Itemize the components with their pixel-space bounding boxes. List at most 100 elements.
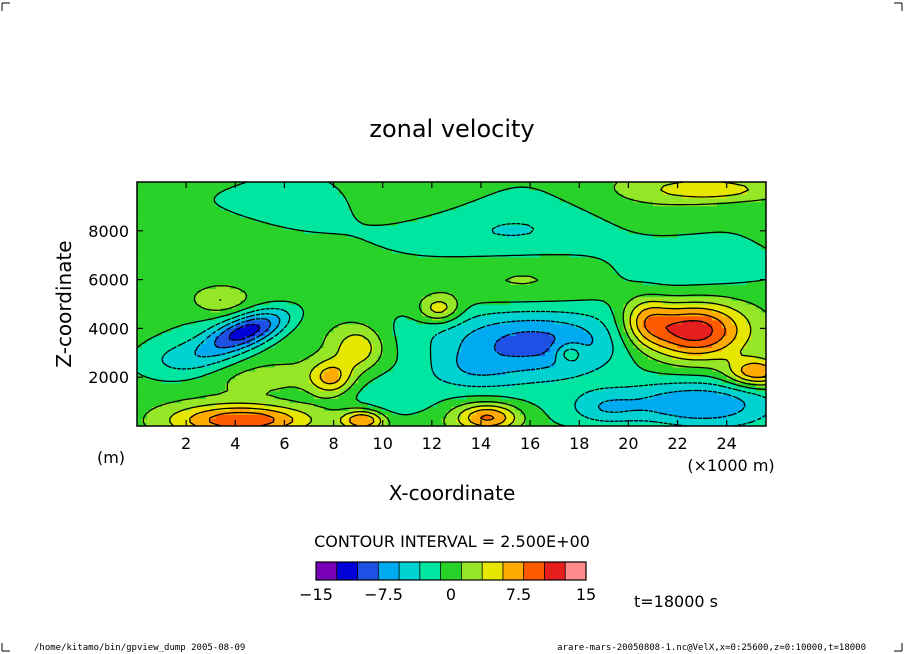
field-cell bbox=[456, 288, 462, 293]
field-cell bbox=[682, 402, 688, 407]
field-cell bbox=[751, 307, 757, 313]
field-cell bbox=[436, 280, 443, 285]
field-cell bbox=[151, 418, 158, 423]
field-cell bbox=[751, 284, 757, 289]
field-cell bbox=[476, 343, 482, 348]
field-cell bbox=[146, 339, 153, 344]
field-cell bbox=[451, 272, 458, 278]
field-cell bbox=[171, 414, 177, 419]
field-cell bbox=[392, 366, 399, 372]
field-cell bbox=[289, 347, 295, 352]
field-cell bbox=[677, 347, 684, 352]
field-cell bbox=[382, 410, 389, 415]
field-cell bbox=[358, 276, 364, 281]
field-cell bbox=[225, 315, 231, 321]
field-cell bbox=[461, 304, 467, 309]
field-cell bbox=[525, 276, 531, 281]
field-cell bbox=[613, 418, 620, 423]
field-cell bbox=[559, 355, 566, 360]
field-cell bbox=[151, 370, 158, 376]
field-cell bbox=[426, 319, 433, 325]
field-cell bbox=[274, 319, 281, 325]
field-cell bbox=[638, 410, 644, 415]
field-cell bbox=[530, 355, 536, 360]
field-cell bbox=[156, 272, 163, 278]
field-cell bbox=[584, 327, 590, 333]
field-cell bbox=[697, 394, 703, 400]
field-cell bbox=[623, 351, 629, 356]
field-cell bbox=[230, 335, 236, 341]
field-cell bbox=[613, 359, 620, 364]
field-cell bbox=[702, 370, 708, 376]
field-cell bbox=[751, 363, 757, 368]
field-cell bbox=[677, 276, 684, 281]
field-cell bbox=[318, 276, 325, 281]
field-cell bbox=[407, 300, 413, 305]
field-cell bbox=[176, 304, 182, 309]
field-cell bbox=[495, 296, 502, 301]
field-cell bbox=[363, 300, 369, 305]
field-cell bbox=[711, 276, 718, 281]
field-cell bbox=[294, 370, 300, 376]
field-cell bbox=[318, 363, 325, 368]
field-cell bbox=[387, 304, 394, 309]
field-cell bbox=[269, 402, 276, 407]
field-cell bbox=[191, 386, 197, 392]
field-cell bbox=[323, 280, 330, 285]
field-cell bbox=[284, 331, 290, 337]
field-cell bbox=[471, 414, 477, 419]
field-cell bbox=[289, 276, 295, 281]
field-cell bbox=[623, 414, 629, 419]
field-cell bbox=[441, 414, 448, 419]
field-cell bbox=[589, 378, 595, 384]
field-cell bbox=[186, 327, 192, 333]
field-cell bbox=[490, 296, 497, 301]
field-cell bbox=[480, 292, 487, 297]
field-cell bbox=[323, 347, 330, 352]
field-cell bbox=[191, 390, 197, 396]
field-cell bbox=[412, 323, 418, 329]
field-cell bbox=[348, 343, 354, 348]
field-cell bbox=[338, 343, 344, 348]
field-cell bbox=[230, 363, 236, 368]
field-cell bbox=[721, 363, 728, 368]
field-cell bbox=[422, 394, 428, 400]
field-cell bbox=[525, 418, 531, 423]
field-cell bbox=[220, 335, 227, 341]
field-cell bbox=[613, 406, 620, 411]
field-cell bbox=[161, 307, 168, 313]
field-cell bbox=[313, 370, 320, 376]
field-cell bbox=[535, 374, 541, 380]
field-cell bbox=[358, 304, 364, 309]
field-cell bbox=[648, 315, 654, 321]
field-cell bbox=[721, 276, 728, 281]
field-cell bbox=[520, 272, 526, 278]
field-cell bbox=[156, 304, 163, 309]
field-cell bbox=[721, 284, 728, 289]
field-cell bbox=[171, 398, 177, 403]
field-cell bbox=[372, 366, 379, 372]
field-cell bbox=[240, 398, 246, 403]
field-cell bbox=[608, 276, 615, 281]
field-cell bbox=[500, 276, 507, 281]
field-cell bbox=[677, 363, 684, 368]
field-cell bbox=[480, 339, 487, 344]
field-cell bbox=[539, 339, 546, 344]
field-cell bbox=[137, 382, 143, 388]
field-cell bbox=[598, 378, 605, 384]
field-cell bbox=[146, 355, 153, 360]
field-cell bbox=[549, 276, 556, 281]
field-cell bbox=[353, 327, 359, 333]
field-cell bbox=[633, 288, 639, 293]
field-cell bbox=[726, 390, 733, 396]
field-cell bbox=[195, 339, 202, 344]
field-cell bbox=[466, 343, 472, 348]
field-cell bbox=[476, 311, 482, 317]
field-cell bbox=[584, 292, 590, 297]
field-cell bbox=[171, 315, 177, 321]
field-cell bbox=[510, 276, 516, 281]
field-cell bbox=[431, 288, 438, 293]
field-cell bbox=[367, 331, 374, 337]
field-cell bbox=[746, 366, 752, 372]
field-cell bbox=[446, 280, 453, 285]
